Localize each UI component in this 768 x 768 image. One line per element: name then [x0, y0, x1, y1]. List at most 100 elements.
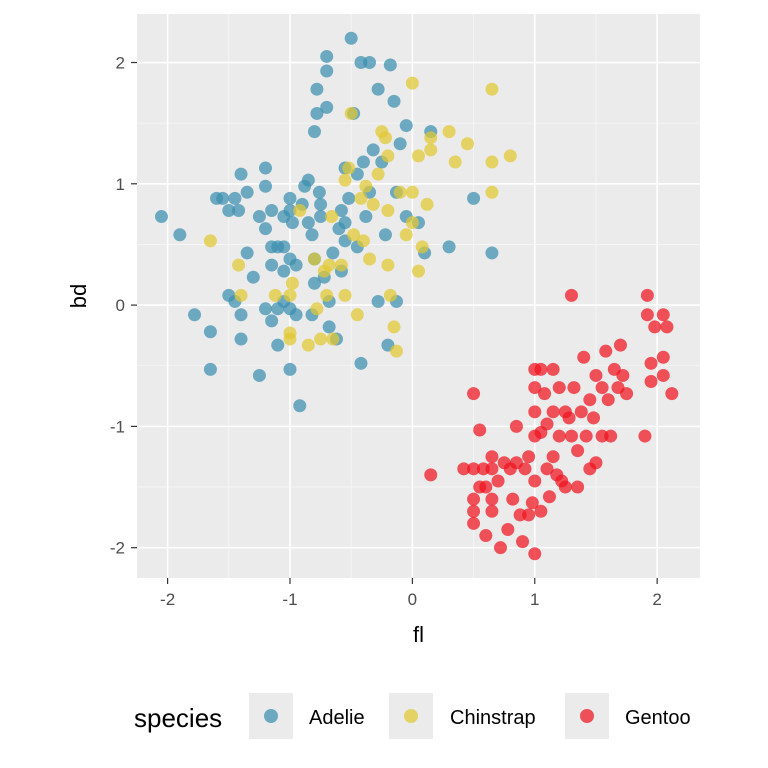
data-point	[420, 197, 434, 211]
data-point	[322, 320, 336, 334]
data-point	[320, 288, 334, 302]
data-point	[312, 185, 326, 199]
legend-label: Adelie	[309, 707, 365, 729]
data-point	[620, 387, 634, 401]
y-tick-label: 2	[116, 54, 125, 73]
data-point	[616, 368, 630, 382]
y-axis-title: bd	[66, 284, 91, 308]
data-point	[509, 419, 523, 433]
data-point	[265, 203, 279, 217]
data-point	[203, 234, 217, 248]
data-point	[424, 131, 438, 145]
data-point	[154, 210, 168, 224]
data-point	[293, 399, 307, 413]
data-point	[289, 308, 303, 322]
data-point	[494, 541, 508, 555]
data-point	[350, 308, 364, 322]
data-point	[325, 210, 339, 224]
data-point	[265, 314, 279, 328]
data-point	[415, 240, 429, 254]
data-point	[314, 197, 328, 211]
data-point	[473, 423, 487, 437]
data-point	[305, 228, 319, 242]
data-point	[412, 264, 425, 278]
data-point	[583, 393, 597, 407]
data-point	[518, 462, 532, 476]
data-point	[222, 203, 236, 217]
data-point	[613, 338, 627, 352]
data-point	[354, 191, 368, 205]
data-point	[638, 429, 652, 443]
data-point	[534, 362, 548, 376]
data-point	[314, 210, 328, 224]
data-point	[546, 405, 560, 419]
data-point	[479, 480, 493, 494]
plot-panel	[137, 14, 700, 578]
data-point	[577, 350, 591, 364]
data-point	[268, 288, 282, 302]
data-point	[301, 216, 315, 230]
data-point	[334, 258, 348, 272]
data-point	[467, 504, 481, 518]
data-point	[363, 56, 377, 70]
legend-swatch	[580, 709, 594, 723]
legend-item-gentoo: Gentoo	[565, 693, 691, 739]
data-point	[587, 411, 601, 425]
data-point	[310, 302, 324, 316]
data-point	[371, 82, 385, 96]
data-point	[338, 216, 352, 230]
data-point	[460, 137, 474, 151]
data-point	[359, 210, 373, 224]
legend-label: Gentoo	[625, 707, 691, 729]
data-point	[378, 131, 392, 145]
data-point	[381, 149, 395, 163]
data-point	[579, 429, 593, 443]
data-point	[574, 405, 588, 419]
data-point	[424, 143, 438, 157]
data-point	[356, 234, 370, 248]
data-point	[528, 547, 542, 561]
data-point	[564, 288, 578, 302]
data-point	[546, 362, 560, 376]
data-point	[562, 411, 576, 425]
data-point	[234, 332, 248, 346]
data-point	[558, 480, 572, 494]
data-point	[259, 302, 273, 316]
data-point	[479, 529, 493, 543]
data-point	[599, 344, 613, 358]
data-point	[307, 276, 321, 290]
data-point	[283, 203, 297, 217]
data-point	[589, 456, 603, 470]
data-point	[457, 462, 471, 476]
data-point	[344, 31, 358, 45]
x-tick-label: 2	[652, 590, 661, 609]
data-point	[528, 474, 542, 488]
points-layer	[154, 31, 679, 561]
data-point	[203, 325, 217, 339]
data-point	[307, 252, 321, 266]
data-point	[228, 191, 242, 205]
data-point	[528, 381, 542, 395]
data-point	[656, 308, 670, 322]
data-point	[246, 270, 260, 284]
legend-item-adelie: Adelie	[249, 693, 365, 739]
x-axis-title: fl	[413, 622, 424, 647]
data-point	[485, 246, 499, 260]
data-point	[283, 288, 297, 302]
data-point	[387, 320, 401, 334]
data-point	[381, 203, 395, 217]
data-point	[567, 381, 581, 395]
data-point	[301, 338, 315, 352]
data-point	[448, 155, 462, 169]
legend-swatch	[264, 709, 278, 723]
data-point	[326, 246, 340, 260]
data-point	[525, 496, 539, 510]
data-point	[338, 173, 352, 187]
data-point	[660, 320, 674, 334]
legend-item-chinstrap: Chinstrap	[389, 693, 536, 739]
data-point	[338, 288, 352, 302]
data-point	[320, 64, 334, 78]
data-point	[601, 393, 615, 407]
data-point	[259, 179, 273, 193]
